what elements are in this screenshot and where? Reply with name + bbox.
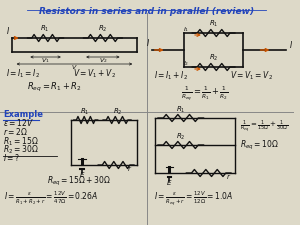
Text: $I = I_1 + I_2$: $I = I_1 + I_2$	[154, 69, 188, 81]
Text: $R_1 = 15\Omega$: $R_1 = 15\Omega$	[3, 135, 38, 148]
Text: Example: Example	[3, 110, 43, 119]
Text: $\frac{1}{R_{eq}} = \frac{1}{15\Omega} + \frac{1}{30\Omega}$: $\frac{1}{R_{eq}} = \frac{1}{15\Omega} +…	[240, 119, 289, 135]
Text: $r = 2\Omega$: $r = 2\Omega$	[3, 126, 28, 137]
Text: $R_1$: $R_1$	[40, 24, 50, 34]
Text: $I_1$: $I_1$	[183, 25, 189, 34]
Text: $R_2$: $R_2$	[209, 53, 218, 63]
Text: $r$: $r$	[226, 172, 231, 181]
Text: $I = \frac{\varepsilon}{R_1 + R_2 + r} = \frac{12V}{47\Omega} = 0.26A$: $I = \frac{\varepsilon}{R_1 + R_2 + r} =…	[4, 190, 98, 207]
Text: $r$: $r$	[127, 164, 132, 173]
Text: $V = V_1 + V_2$: $V = V_1 + V_2$	[74, 67, 116, 79]
Text: $E$: $E$	[166, 178, 173, 187]
Text: $R_1$: $R_1$	[209, 19, 218, 29]
Text: $R_1$: $R_1$	[80, 107, 90, 117]
Text: $\varepsilon = 12V$: $\varepsilon = 12V$	[3, 117, 34, 128]
Text: $V_1$: $V_1$	[41, 56, 50, 65]
Text: $I$: $I$	[146, 37, 150, 48]
Text: $I$: $I$	[289, 39, 293, 50]
Text: $R_2$: $R_2$	[98, 24, 108, 34]
Text: $R_{eq} = R_1 + R_2$: $R_{eq} = R_1 + R_2$	[27, 81, 82, 94]
Text: $E$: $E$	[79, 170, 85, 179]
Text: $V = V_1 = V_2$: $V = V_1 = V_2$	[230, 69, 273, 81]
Text: $R_{eq} = 15\Omega + 30\Omega$: $R_{eq} = 15\Omega + 30\Omega$	[47, 174, 111, 187]
Text: $I_2$: $I_2$	[183, 59, 189, 68]
Text: $I$: $I$	[6, 25, 10, 36]
Text: $\frac{1}{R_{eq}} = \frac{1}{R_1} + \frac{1}{R_2}$: $\frac{1}{R_{eq}} = \frac{1}{R_1} + \fra…	[181, 85, 229, 103]
Text: $I = I_1 = I_2$: $I = I_1 = I_2$	[6, 67, 40, 79]
Text: $V_2$: $V_2$	[99, 56, 107, 65]
Text: $I = ?$: $I = ?$	[3, 152, 20, 163]
Text: $R_2$: $R_2$	[113, 107, 122, 117]
Text: $R_1$: $R_1$	[176, 105, 185, 115]
Text: $V$: $V$	[71, 63, 78, 71]
Text: Resistors in series and in parallel (review): Resistors in series and in parallel (rev…	[39, 7, 254, 16]
Text: $R_{eq} = 10\Omega$: $R_{eq} = 10\Omega$	[240, 140, 279, 153]
Text: $R_2$: $R_2$	[176, 132, 185, 142]
Text: $I = \frac{\varepsilon}{R_{eq} + r} = \frac{12V}{12\Omega} = 1.0A$: $I = \frac{\varepsilon}{R_{eq} + r} = \f…	[154, 190, 233, 208]
Text: $R_2 = 30\Omega$: $R_2 = 30\Omega$	[3, 144, 38, 157]
